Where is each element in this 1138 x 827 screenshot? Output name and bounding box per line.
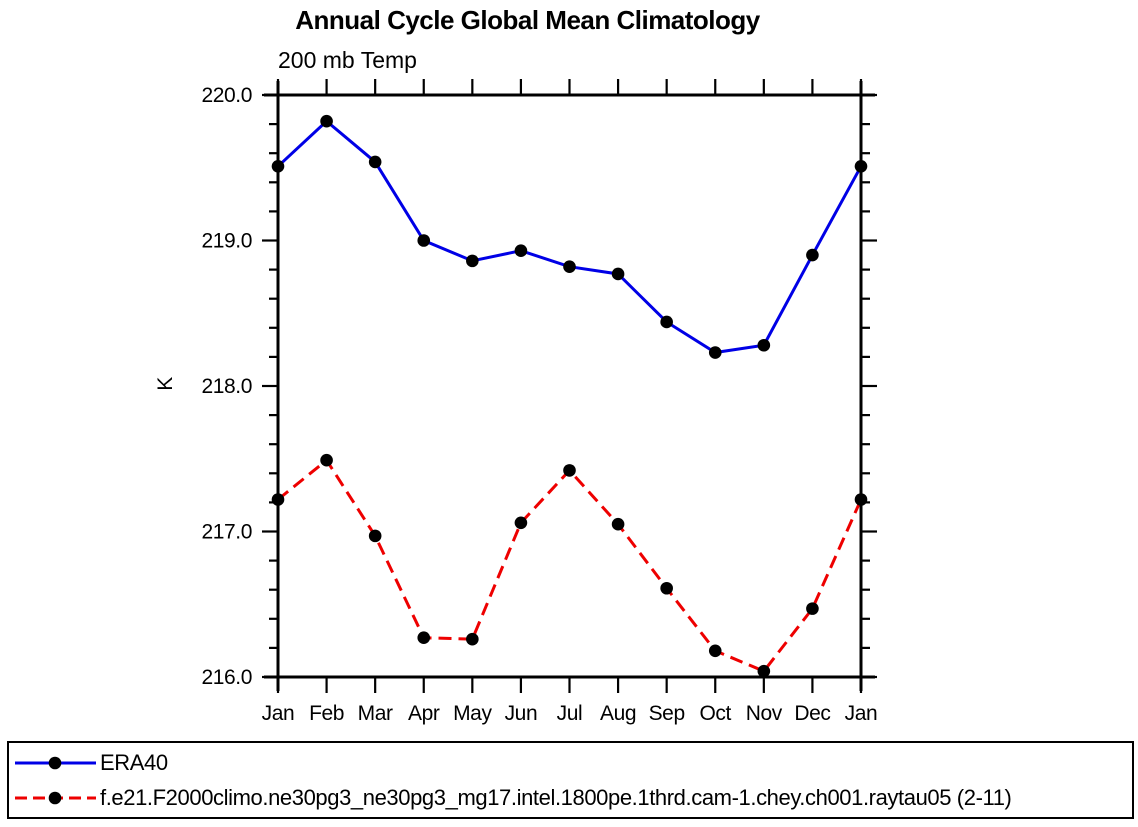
x-tick-label: Jul (557, 702, 583, 725)
y-axis-ticks: 216.0 217.0 218.0 219.0 220.0 (201, 84, 877, 689)
legend-marker-dot (48, 791, 62, 804)
data-point-marker (271, 159, 285, 173)
data-point-marker (466, 254, 479, 268)
data-point-marker (368, 529, 382, 543)
x-tick-label: Mar (358, 702, 393, 725)
series-line (276, 119, 863, 355)
legend-item-model: f.e21.F2000climo.ne30pg3_ne30pg3_mg17.in… (12, 780, 1132, 815)
data-point-marker (708, 346, 722, 359)
y-tick-label: 217.0 (201, 521, 252, 544)
data-point-marker (611, 517, 625, 531)
series-era40 (271, 114, 868, 359)
x-axis-ticks: Jan Feb Mar Apr May Jun Jul Aug Sep Oct Nov Dec Jan (262, 79, 878, 725)
x-tick-label: Aug (600, 702, 636, 725)
data-point-marker (806, 602, 819, 615)
y-tick-label: 219.0 (201, 230, 252, 253)
x-tick-label: May (453, 702, 492, 725)
chart-subtitle: 200 mb Temp (278, 47, 417, 73)
legend-label-model: f.e21.F2000climo.ne30pg3_ne30pg3_mg17.in… (100, 784, 1012, 810)
data-point-marker (854, 493, 868, 506)
data-point-marker (563, 260, 576, 273)
x-tick-label: Apr (408, 702, 440, 725)
data-point-marker (611, 267, 625, 281)
y-tick-label: 216.0 (201, 666, 252, 689)
data-point-marker (514, 516, 528, 530)
y-tick-label: 220.0 (201, 84, 252, 107)
legend-marker-dot (48, 756, 62, 769)
data-point-marker (417, 234, 431, 247)
data-point-marker (806, 248, 819, 262)
data-point-marker (708, 644, 722, 658)
x-tick-label: Nov (746, 702, 783, 725)
x-tick-label: Feb (309, 702, 344, 725)
x-tick-label: Dec (794, 702, 830, 725)
data-point-marker (563, 464, 576, 477)
series-line (277, 457, 863, 674)
legend-label-era40: ERA40 (100, 749, 168, 775)
x-tick-label: Jun (505, 702, 538, 725)
x-tick-label: Jan (262, 702, 295, 725)
y-axis-title: K (154, 377, 177, 391)
era40-line-sample-icon (15, 756, 96, 769)
data-point-marker (854, 159, 868, 173)
series-model (271, 453, 868, 678)
data-point-marker (660, 581, 673, 595)
data-point-marker (368, 155, 382, 169)
data-point-marker (757, 338, 771, 352)
legend-box: ERA40 f.e21.F2000climo.ne30pg3_ne30pg3_m… (7, 741, 1134, 819)
legend-item-era40: ERA40 (12, 745, 1132, 780)
data-point-marker (514, 244, 528, 257)
model-line-sample-icon (15, 791, 96, 804)
line-chart-plot-area: K 216.0 217.0 218.0 219.0 220.0 Jan Feb Mar Apr Ma… (154, 79, 878, 725)
x-tick-label: Sep (649, 702, 685, 725)
data-point-marker (417, 631, 431, 645)
chart-title: Annual Cycle Global Mean Climatology (295, 5, 760, 35)
data-point-marker (320, 114, 333, 128)
y-tick-label: 218.0 (201, 375, 252, 398)
x-tick-label: Jan (845, 702, 878, 725)
data-point-marker (320, 453, 333, 467)
data-point-marker (757, 664, 771, 678)
x-tick-label: Oct (700, 702, 732, 725)
data-point-marker (271, 493, 285, 506)
data-point-marker (660, 315, 673, 329)
data-point-marker (466, 632, 479, 646)
